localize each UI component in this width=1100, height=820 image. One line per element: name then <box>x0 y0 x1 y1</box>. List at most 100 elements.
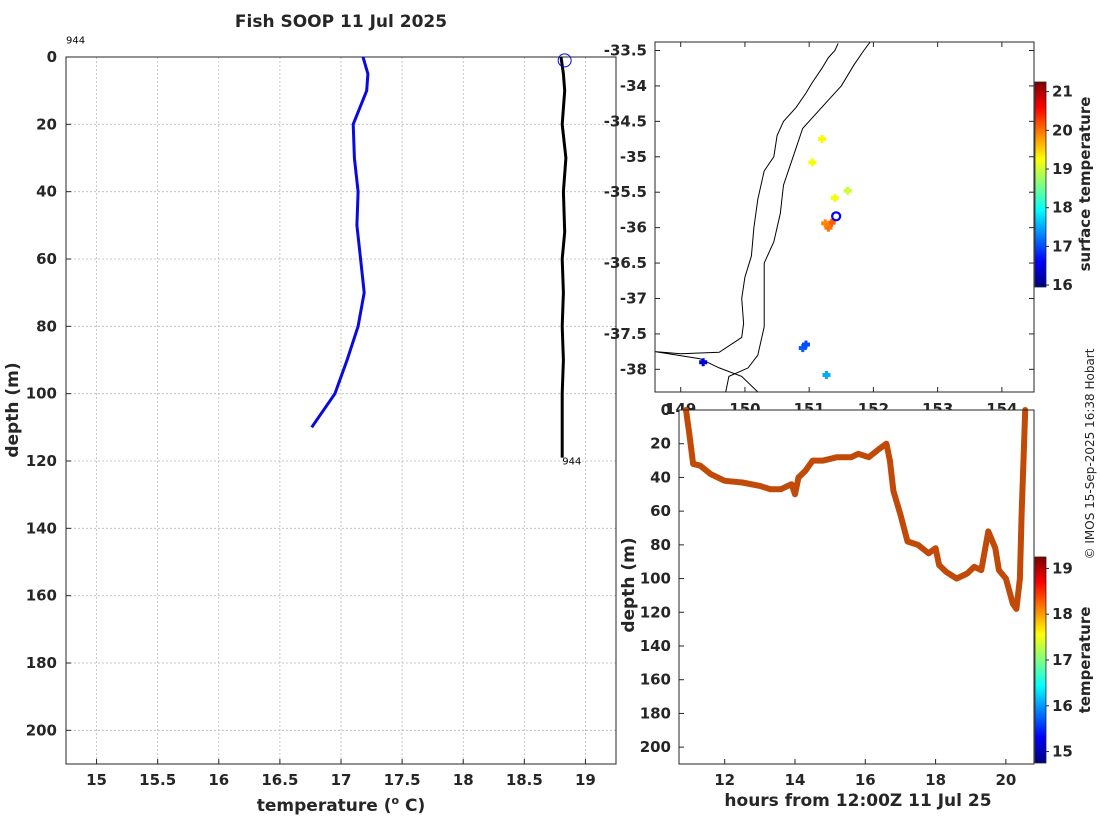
temperature-colorbar-tick-label: 16 <box>1052 697 1073 715</box>
track-y-label: depth (m) <box>619 537 639 632</box>
track-y-tick-label: 40 <box>650 468 671 486</box>
temperature-colorbar-tick-label: 18 <box>1052 605 1073 623</box>
map-y-tick-label: -33.5 <box>604 42 647 60</box>
surface-temp-point-cross <box>701 358 705 367</box>
profile-x-tick-label: 17.5 <box>384 771 421 789</box>
annotation-944-top: 944 <box>66 36 85 47</box>
temperature-colorbar <box>1034 556 1047 764</box>
profile-y-tick-label: 160 <box>26 587 57 605</box>
profile-grid <box>66 56 616 764</box>
profile-x-tick-label: 17 <box>331 771 352 789</box>
surface-temp-colorbar-tick-label: 16 <box>1052 276 1073 294</box>
surface-temp-point-cross <box>826 223 830 232</box>
profile-y-tick-label: 140 <box>26 519 57 537</box>
map-y-tick-label: -35 <box>620 148 647 166</box>
track-x-ticks: 12 14 16 18 20 <box>714 759 1016 789</box>
track-y-tick-label: 0 <box>661 401 671 419</box>
track-y-tick-label: 80 <box>650 536 671 554</box>
track-x-tick-label: 14 <box>785 771 806 789</box>
track-y-tick-label: 100 <box>640 570 671 588</box>
map-y-tick-label: -36.5 <box>604 254 647 272</box>
track-axes-frame <box>678 409 1035 765</box>
track-y-tick-label: 60 <box>650 502 671 520</box>
map-y-tick-label: -37 <box>620 289 647 307</box>
surface-temp-point-cross <box>804 340 808 349</box>
surface-temp-point-cross <box>820 135 824 144</box>
map-y-ticks: -33.5 -34 -34.5 -35 -35.5 -36 -36.5 -37 -37.5 -38 <box>604 42 1034 378</box>
surface-temp-colorbar-tick-label: 17 <box>1052 237 1073 255</box>
track-y-tick-label: 140 <box>640 637 671 655</box>
surface-temp-point-cross <box>846 186 850 195</box>
profile-line <box>559 56 568 458</box>
track-y-tick-label: 200 <box>640 738 671 756</box>
profile-y-tick-label: 40 <box>36 183 57 201</box>
map-y-tick-label: -34 <box>620 77 647 95</box>
map-chart: 149 150 151 152 153 154 -33.5-34-34.5-35-35.5… <box>604 41 1094 418</box>
surface-temp-point-cross <box>825 370 829 379</box>
track-y-tick-label: 120 <box>640 603 671 621</box>
credit-text: © IMOS 15-Sep-2025 16:38 Hobart <box>1083 348 1097 559</box>
climatology-line <box>310 56 370 429</box>
surface-temp-colorbar-label: surface temperature <box>1076 97 1094 272</box>
surface-temp-point-cross <box>823 219 827 228</box>
map-y-tick-label: -37.5 <box>604 325 647 343</box>
track-x-tick-label: 16 <box>855 771 876 789</box>
profile-y-tick-label: 180 <box>26 654 57 672</box>
profile-y-tick-label: 100 <box>26 385 57 403</box>
surface-temperature-points <box>699 135 852 379</box>
depth-track-line <box>683 407 1029 612</box>
map-plot-area <box>655 42 1034 392</box>
track-y-tick-label: 20 <box>650 435 671 453</box>
profile-y-tick-label: 20 <box>36 115 57 133</box>
surface-temp-colorbar <box>1034 81 1047 288</box>
map-y-tick-label: -34.5 <box>604 112 647 130</box>
temperature-colorbar-tick-label: 19 <box>1052 559 1073 577</box>
profile-chart: 15 15.5 16 16.5 17 17.5 18 18.5 19 0 20 40 60 80 100 1… <box>3 12 617 816</box>
track-x-label: hours from 12:00Z 11 Jul 25 <box>724 791 991 811</box>
shelf-contour <box>725 42 871 392</box>
surface-temp-point-cross <box>833 193 837 202</box>
track-y-tick-label: 180 <box>640 704 671 722</box>
current-position-marker <box>831 211 842 222</box>
profile-y-tick-label: 60 <box>36 250 57 268</box>
profile-x-label: temperature (o C) <box>257 794 426 816</box>
coastline <box>655 43 839 392</box>
profile-x-tick-label: 18 <box>453 771 474 789</box>
track-y-ticks: 0 20 40 60 80 100 120 140 160 180 200 <box>640 401 684 756</box>
profile-y-tick-label: 80 <box>36 317 57 335</box>
profile-y-ticks: 0 20 40 60 80 100 120 140 160 180 200 <box>26 48 71 739</box>
profile-x-tick-label: 16.5 <box>261 771 298 789</box>
surface-temp-point-cross <box>830 218 834 227</box>
track-y-tick-label: 160 <box>640 671 671 689</box>
temperature-colorbar-tick-label: 15 <box>1052 743 1073 761</box>
temperature-colorbar-label: temperature <box>1076 607 1094 714</box>
x-label-superscript: o <box>392 794 400 807</box>
track-x-tick-label: 20 <box>995 771 1016 789</box>
map-y-tick-label: -35.5 <box>604 183 647 201</box>
track-x-tick-label: 18 <box>925 771 946 789</box>
surface-temp-point-cross <box>801 344 805 353</box>
temperature-colorbar-tick-label: 17 <box>1052 651 1073 669</box>
map-axes-frame <box>654 41 1035 393</box>
surface-temp-colorbar-tick-label: 20 <box>1052 121 1073 139</box>
surface-temp-colorbar-tick-label: 21 <box>1052 83 1073 101</box>
x-label-end: C) <box>399 796 425 816</box>
map-y-tick-label: -36 <box>620 219 647 237</box>
profile-x-tick-label: 19 <box>575 771 596 789</box>
surface-temp-point-cross <box>810 158 814 167</box>
track-chart: 12 14 16 18 20 0 20 40 60 80 100 120 140 160 180 200 h… <box>619 401 1094 811</box>
temperature-colorbar-ticks: 15 16 17 18 19 <box>1046 559 1073 761</box>
surface-temp-colorbar-ticks: 16 17 18 19 20 21 <box>1046 83 1073 294</box>
profile-x-tick-label: 16 <box>208 771 229 789</box>
profile-y-tick-label: 200 <box>26 721 57 739</box>
track-x-tick-label: 12 <box>714 771 735 789</box>
surface-marker <box>557 53 572 68</box>
surface-temp-colorbar-tick-label: 19 <box>1052 160 1073 178</box>
profile-x-tick-label: 18.5 <box>506 771 543 789</box>
surface-temp-colorbar-tick-label: 18 <box>1052 199 1073 217</box>
chart-title: Fish SOOP 11 Jul 2025 <box>235 12 447 32</box>
profile-x-tick-label: 15 <box>86 771 107 789</box>
profile-x-tick-label: 15.5 <box>139 771 176 789</box>
annotation-944-bottom: 944 <box>562 456 581 467</box>
